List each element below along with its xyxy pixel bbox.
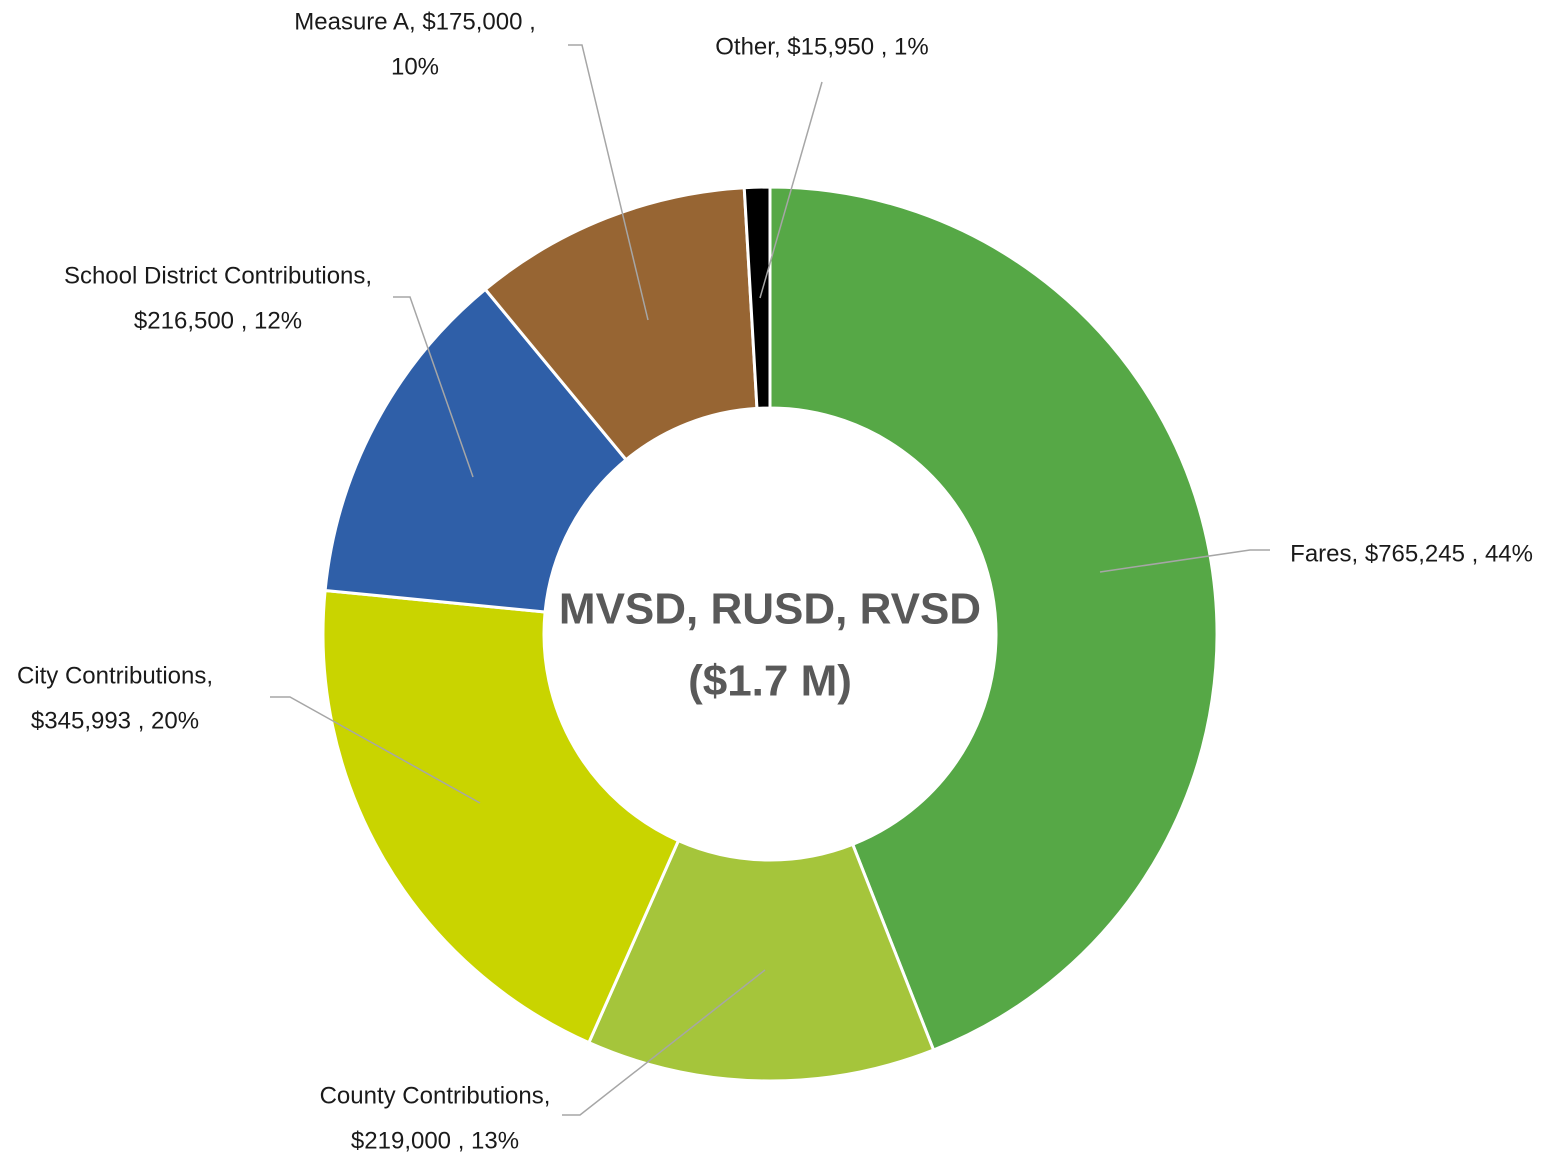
- leader-line: [1099, 549, 1270, 573]
- center-subtitle: ($1.7 M): [688, 657, 852, 706]
- leader-line: [568, 44, 649, 321]
- donut-slice: [768, 185, 1219, 1052]
- leader-line: [759, 81, 823, 299]
- donut-slice: [321, 588, 681, 1045]
- donut-slice: [586, 838, 936, 1083]
- donut-slice: [483, 186, 759, 462]
- data-label: $219,000 , 13%: [351, 1127, 519, 1154]
- data-label: City Contributions,: [17, 662, 213, 689]
- data-label: 10%: [391, 53, 439, 80]
- donut-slice: [742, 185, 772, 410]
- data-label: County Contributions,: [320, 1082, 551, 1109]
- center-title: MVSD, RUSD, RVSD: [559, 585, 981, 634]
- leader-line: [562, 969, 766, 1116]
- data-label: Fares, $765,245 , 44%: [1290, 540, 1533, 567]
- data-label: $345,993 , 20%: [31, 707, 199, 734]
- data-label: School District Contributions,: [64, 262, 372, 289]
- data-label: Other, $15,950 , 1%: [715, 33, 928, 60]
- data-label: $216,500 , 12%: [134, 307, 302, 334]
- leader-line: [393, 296, 474, 478]
- leader-line: [270, 696, 481, 804]
- data-label: Measure A, $175,000 ,: [294, 8, 536, 35]
